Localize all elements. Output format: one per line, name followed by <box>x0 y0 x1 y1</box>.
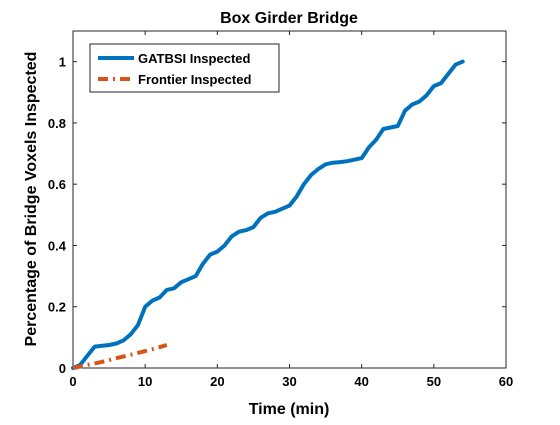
y-tick-label: 0.2 <box>48 300 66 315</box>
legend-label-gatbsi: GATBSI Inspected <box>138 51 251 66</box>
y-tick-label: 0 <box>59 361 66 376</box>
x-tick-label: 0 <box>69 374 76 389</box>
x-tick-label: 40 <box>354 374 368 389</box>
legend-label-frontier: Frontier Inspected <box>138 72 251 87</box>
y-axis-label: Percentage of Bridge Voxels Inspected <box>23 52 40 347</box>
x-tick-label: 10 <box>138 374 152 389</box>
y-tick-label: 0.6 <box>48 177 66 192</box>
x-tick-label: 50 <box>427 374 441 389</box>
y-tick-label: 0.8 <box>48 116 66 131</box>
y-tick-label: 1 <box>59 55 66 70</box>
x-tick-label: 30 <box>282 374 296 389</box>
legend: GATBSI Inspected Frontier Inspected <box>90 44 279 92</box>
x-tick-label: 60 <box>499 374 513 389</box>
series-line-gatbsi <box>73 62 463 368</box>
y-tick-label: 0.4 <box>48 238 67 253</box>
x-axis-label: Time (min) <box>249 401 330 418</box>
x-tick-label: 20 <box>210 374 224 389</box>
chart-title: Box Girder Bridge <box>220 10 358 27</box>
